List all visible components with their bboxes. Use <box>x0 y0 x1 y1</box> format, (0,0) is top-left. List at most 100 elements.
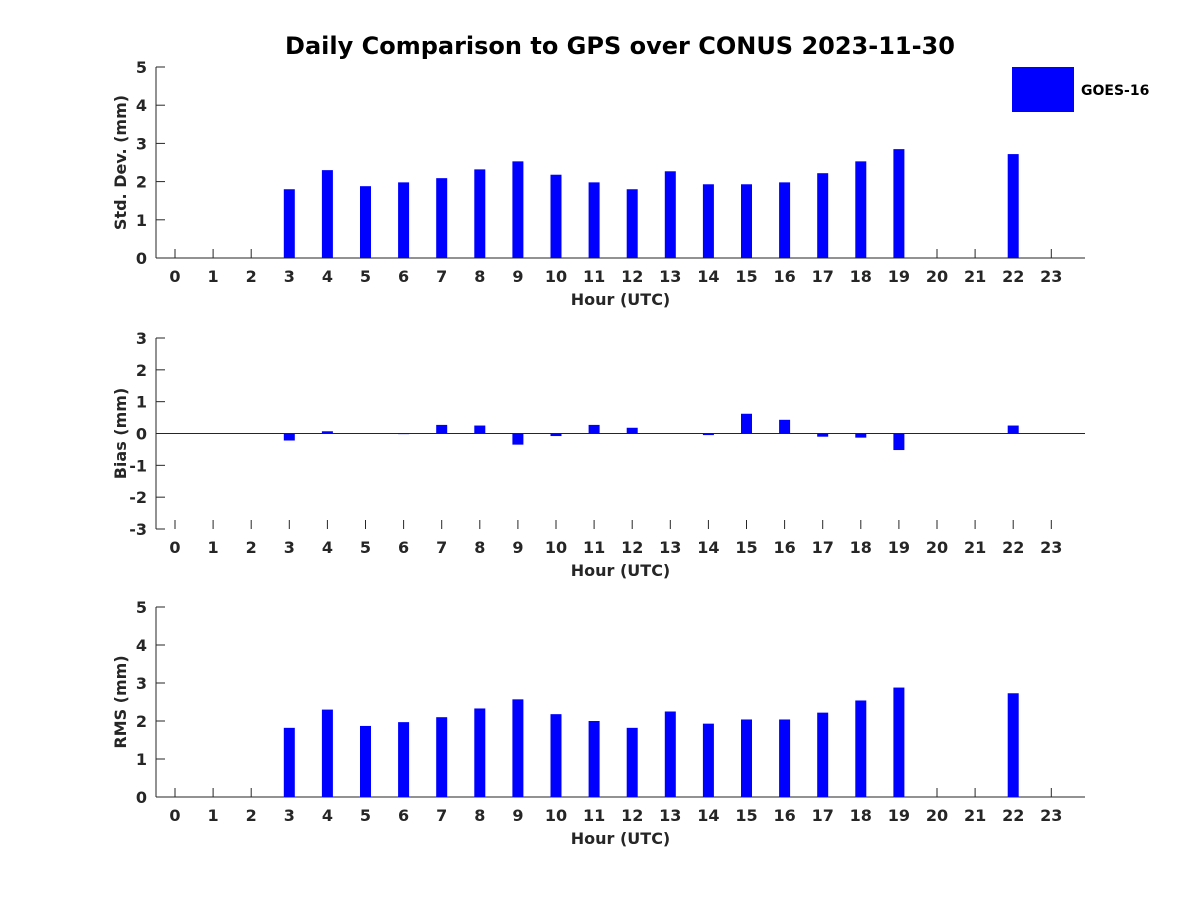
legend-label-goes-16: GOES-16 <box>1081 83 1149 99</box>
bar-bias-hour-10 <box>550 433 562 437</box>
bar-rms-hour-10 <box>550 714 562 797</box>
chart-title: Daily Comparison to GPS over CONUS 2023-… <box>285 32 955 60</box>
x-tick-label: 11 <box>583 267 605 286</box>
x-tick-label: 1 <box>208 538 219 557</box>
y-tick-label: -2 <box>129 488 147 507</box>
y-tick-label: 3 <box>136 674 147 693</box>
bar-std-hour-5 <box>360 186 371 258</box>
bar-std-hour-3 <box>283 189 295 258</box>
x-tick-label: 9 <box>512 538 523 557</box>
bar-rms-hour-18 <box>855 700 867 797</box>
y-axis-label: RMS (mm) <box>111 655 130 748</box>
x-tick-label: 19 <box>888 538 910 557</box>
y-tick-label: 2 <box>136 361 147 380</box>
x-tick-label: 8 <box>474 806 485 825</box>
bar-bias-hour-6 <box>398 433 410 435</box>
bar-rms-hour-13 <box>664 711 676 797</box>
x-tick-label: 2 <box>246 267 257 286</box>
bar-rms-hour-6 <box>398 722 410 797</box>
x-tick-label: 5 <box>360 806 371 825</box>
x-tick-label: 10 <box>545 538 567 557</box>
x-tick-label: 3 <box>284 267 295 286</box>
bar-rms-hour-11 <box>588 721 600 797</box>
x-tick-label: 16 <box>773 806 795 825</box>
bar-bias-hour-17 <box>817 433 829 437</box>
x-tick-label: 15 <box>735 538 757 557</box>
x-tick-label: 0 <box>169 806 180 825</box>
x-tick-label: 4 <box>322 267 333 286</box>
y-tick-label: 1 <box>136 750 147 769</box>
bar-bias-hour-12 <box>626 427 638 434</box>
bar-std-hour-7 <box>436 178 448 258</box>
x-tick-label: 2 <box>246 538 257 557</box>
bar-bias-hour-11 <box>588 424 600 434</box>
x-tick-label: 11 <box>583 806 605 825</box>
x-tick-label: 15 <box>735 267 757 286</box>
bar-std-hour-19 <box>893 149 905 258</box>
x-tick-label: 5 <box>360 538 371 557</box>
x-tick-label: 13 <box>659 806 681 825</box>
bar-rms-hour-4 <box>321 709 333 797</box>
x-tick-label: 7 <box>436 267 447 286</box>
x-tick-label: 6 <box>398 538 409 557</box>
bar-bias-hour-22 <box>1007 425 1019 434</box>
y-tick-label: 0 <box>136 788 147 807</box>
x-tick-label: 18 <box>850 538 872 557</box>
y-tick-label: 4 <box>136 636 147 655</box>
x-tick-label: 23 <box>1040 267 1062 286</box>
x-tick-label: 20 <box>926 267 948 286</box>
y-tick-label: 3 <box>136 329 147 348</box>
y-tick-label: 5 <box>136 598 147 617</box>
x-tick-label: 12 <box>621 538 643 557</box>
x-tick-label: 4 <box>322 538 333 557</box>
x-axis-label: Hour (UTC) <box>571 561 671 580</box>
x-tick-label: 16 <box>773 538 795 557</box>
x-tick-label: 23 <box>1040 806 1062 825</box>
x-tick-label: 12 <box>621 806 643 825</box>
bar-rms-hour-22 <box>1007 693 1019 797</box>
bar-bias-hour-9 <box>512 433 524 445</box>
x-tick-label: 9 <box>512 806 523 825</box>
bar-bias-hour-8 <box>474 425 486 434</box>
x-tick-label: 15 <box>735 806 757 825</box>
x-tick-label: 22 <box>1002 538 1024 557</box>
x-axis-label: Hour (UTC) <box>571 829 671 848</box>
legend: GOES-16 <box>1012 67 1149 112</box>
bar-std-hour-8 <box>474 169 486 258</box>
x-tick-label: 7 <box>436 806 447 825</box>
x-tick-label: 8 <box>474 538 485 557</box>
x-tick-label: 5 <box>360 267 371 286</box>
y-tick-label: 0 <box>136 425 147 444</box>
bar-rms-hour-14 <box>702 723 714 797</box>
bar-std-hour-18 <box>855 161 867 258</box>
bar-std-hour-22 <box>1007 154 1019 258</box>
x-tick-label: 17 <box>812 538 834 557</box>
bar-std-hour-15 <box>741 184 752 258</box>
bar-std-hour-10 <box>550 174 562 258</box>
x-tick-label: 14 <box>697 806 719 825</box>
y-tick-label: 4 <box>136 96 147 115</box>
legend-swatch-goes-16 <box>1012 67 1074 112</box>
bar-rms-hour-15 <box>741 719 752 797</box>
x-tick-label: 22 <box>1002 267 1024 286</box>
x-tick-label: 21 <box>964 538 986 557</box>
x-tick-label: 7 <box>436 538 447 557</box>
bar-std-hour-16 <box>779 182 791 258</box>
bar-std-hour-9 <box>512 161 524 258</box>
y-axis-label: Std. Dev. (mm) <box>111 95 130 230</box>
x-tick-label: 9 <box>512 267 523 286</box>
bar-rms-hour-12 <box>626 727 638 797</box>
y-tick-label: -1 <box>129 456 147 475</box>
x-tick-label: 12 <box>621 267 643 286</box>
x-tick-label: 21 <box>964 806 986 825</box>
y-tick-label: 0 <box>136 249 147 268</box>
bar-rms-hour-9 <box>512 699 524 797</box>
bar-bias-hour-15 <box>741 413 752 434</box>
bar-bias-hour-14 <box>702 433 714 436</box>
x-tick-label: 4 <box>322 806 333 825</box>
x-tick-label: 13 <box>659 538 681 557</box>
